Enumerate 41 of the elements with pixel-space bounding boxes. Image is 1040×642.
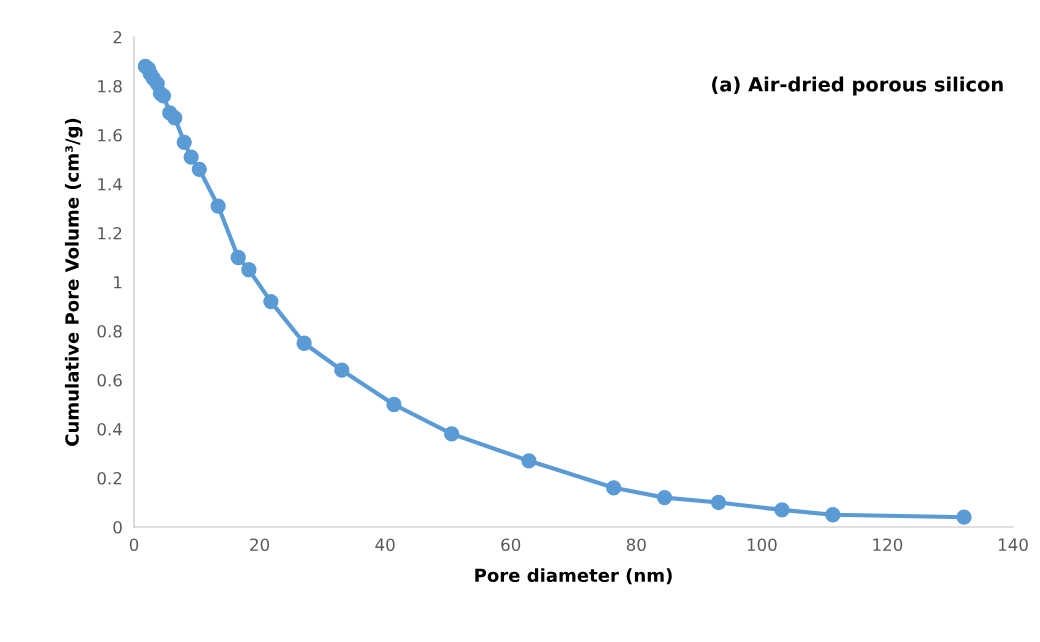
- y-tick-label: 0.8: [97, 324, 122, 338]
- x-tick-label: 40: [375, 538, 395, 552]
- point: [183, 149, 199, 165]
- point: [210, 198, 226, 214]
- y-tick-label: 2: [113, 30, 122, 44]
- y-tick-label: 0.6: [97, 373, 122, 387]
- y-tick-label: 0.4: [97, 422, 122, 436]
- point: [656, 489, 673, 506]
- y-tick-label: 1.4: [98, 178, 122, 191]
- y-tick-label: 1.6: [98, 128, 122, 142]
- x-tick-label: 80: [626, 538, 646, 552]
- point: [296, 335, 312, 351]
- y-tick-label: 1: [114, 276, 122, 289]
- point: [241, 262, 257, 278]
- y-tick-label: 1.8: [98, 79, 122, 93]
- point: [191, 161, 207, 177]
- point: [825, 507, 841, 523]
- x-tick-label: 140: [998, 538, 1028, 552]
- y-tick-label: 0.2: [97, 471, 122, 485]
- text: (a) Air-dried porous silicon: [712, 76, 1003, 96]
- point: [521, 453, 537, 469]
- point: [710, 494, 727, 511]
- x-tick-label: 60: [501, 538, 521, 552]
- point: [606, 480, 622, 496]
- point: [386, 396, 402, 413]
- point: [334, 362, 350, 378]
- point: [230, 249, 246, 266]
- point: [444, 426, 460, 442]
- point: [167, 110, 183, 126]
- x-tick-label: 120: [873, 538, 903, 552]
- y-axis-title: Cumulative Pore Volume (cm³/g): [64, 118, 83, 446]
- y-tick-label: 0: [113, 520, 122, 534]
- x-tick-label: 100: [747, 538, 777, 552]
- x-tick-label: 20: [250, 538, 270, 552]
- y-tick-label: 1.2: [98, 226, 122, 240]
- x-axis-title: Pore diameter (nm): [475, 568, 672, 585]
- x-tick-label: 0: [129, 538, 139, 552]
- point: [263, 293, 279, 310]
- point: [956, 509, 972, 525]
- point: [176, 134, 192, 150]
- point: [774, 502, 790, 518]
